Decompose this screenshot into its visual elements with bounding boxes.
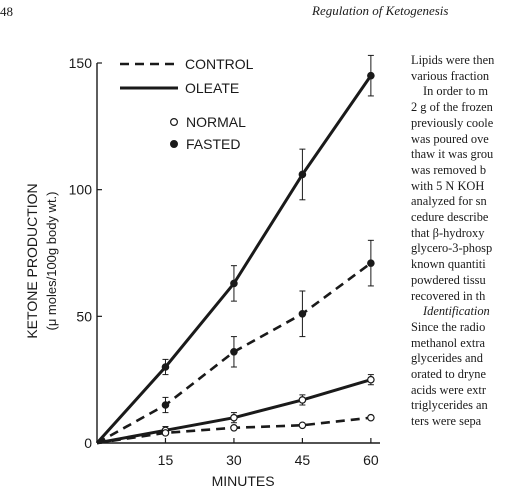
page-number: 48 <box>0 4 13 19</box>
data-point <box>161 429 170 437</box>
body-text-line: that β-hydroxy <box>411 225 485 240</box>
body-text-line: ters were sepa <box>411 414 482 429</box>
series-1 <box>96 239 375 445</box>
data-point <box>230 423 238 432</box>
data-point <box>367 413 375 422</box>
data-point <box>298 309 307 318</box>
body-text-line: powdered tissu <box>411 272 486 287</box>
body-text-line: glycerides and <box>411 351 483 366</box>
body-text-line: various fraction <box>411 68 490 83</box>
ketone-production-chart: 0 50 100 150 15 30 45 60 CONTROL OLEATE NORMAL … <box>24 54 380 489</box>
legend-label-control: CONTROL <box>185 56 254 72</box>
legend-label-normal: NORMAL <box>186 114 246 130</box>
chart-legend: CONTROL OLEATE NORMAL FASTED <box>120 56 254 152</box>
body-text-line: was poured ove <box>411 131 489 146</box>
y-tick-label: 150 <box>69 55 93 71</box>
body-text-line: thaw it was grou <box>411 147 494 162</box>
series-line <box>95 74 373 445</box>
body-text-line: In order to m <box>423 84 489 99</box>
body-text-line: Lipids were then <box>411 53 495 67</box>
series-2 <box>96 374 375 445</box>
data-point <box>298 421 307 430</box>
x-tick-label: 45 <box>295 452 311 468</box>
body-text-line: cedure describe <box>411 210 489 225</box>
data-point <box>161 401 170 409</box>
body-text-line: recovered in th <box>411 288 486 303</box>
body-text-line: 2 g of the frozen <box>411 100 493 115</box>
body-text-line: glycero-3-phosp <box>411 241 493 256</box>
data-point <box>367 71 375 80</box>
body-text-line: orated to dryne <box>411 367 487 382</box>
body-text-line: methanol extra <box>411 335 485 350</box>
data-point <box>298 396 307 404</box>
series-0 <box>95 54 375 445</box>
series-3 <box>96 413 375 445</box>
legend-marker-sample <box>170 140 179 149</box>
y-axis-units: (μ moles/100g body wt.) <box>44 192 59 331</box>
y-tick-label: 50 <box>76 308 92 324</box>
legend-label-oleate: OLEATE <box>185 80 239 96</box>
body-text-line: Identification <box>423 304 490 319</box>
y-tick-label: 100 <box>69 182 93 198</box>
body-text-line: acids were extr <box>411 382 486 397</box>
body-text-column: Lipids were then various fraction In order… <box>411 53 524 430</box>
y-axis-title: KETONE PRODUCTION <box>24 183 40 338</box>
data-point <box>230 279 238 288</box>
x-tick-label: 30 <box>226 452 242 468</box>
body-text-line: was removed b <box>411 162 487 177</box>
running-head: Regulation of Ketogenesis <box>312 3 449 18</box>
data-point <box>367 375 375 384</box>
series-line <box>96 378 372 445</box>
legend-label-fasted: FASTED <box>186 136 240 152</box>
data-point <box>230 413 238 422</box>
legend-marker-sample <box>170 117 179 126</box>
chart-series <box>95 54 375 445</box>
body-text-line: known quantiti <box>411 257 486 272</box>
data-point <box>230 347 238 356</box>
body-text-line: Since the radio <box>411 319 486 334</box>
body-text-line: triglycerides an <box>411 398 488 413</box>
data-point <box>367 259 375 267</box>
body-text-line: analyzed for sn <box>411 194 487 209</box>
chart-axes: 0 50 100 150 15 30 45 60 <box>69 55 380 468</box>
x-tick-label: 15 <box>158 452 174 468</box>
y-tick-label: 0 <box>84 435 92 451</box>
data-point <box>161 363 170 371</box>
body-text-line: with 5 N KOH <box>411 178 485 193</box>
data-point <box>298 170 307 179</box>
body-text-line: previously coole <box>411 115 494 130</box>
x-tick-label: 60 <box>363 452 379 468</box>
x-axis-title: MINUTES <box>212 473 275 489</box>
